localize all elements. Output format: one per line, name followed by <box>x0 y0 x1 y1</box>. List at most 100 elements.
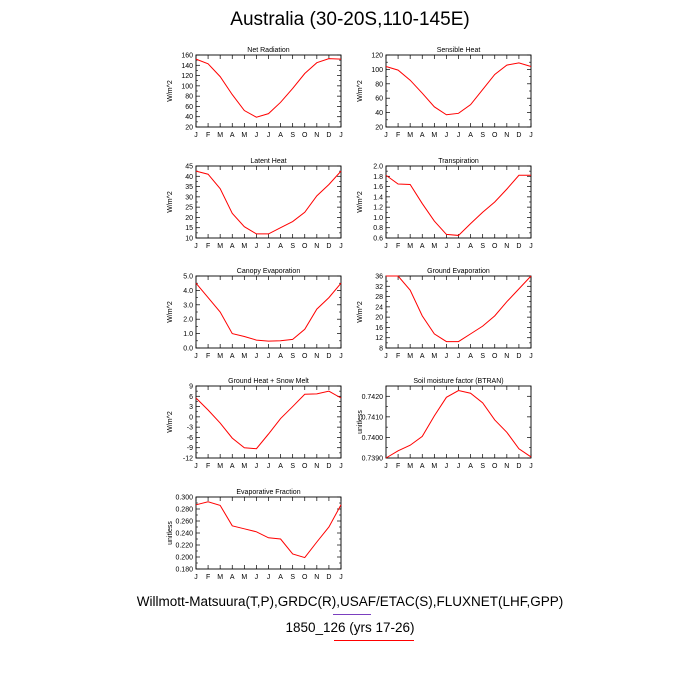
x-tick-label: J <box>255 574 259 581</box>
y-tick-label: 100 <box>181 83 193 90</box>
x-tick-label: J <box>384 243 388 250</box>
plot-frame <box>385 54 532 128</box>
panel-title: Evaporative Fraction <box>236 489 300 496</box>
y-tick-label: 80 <box>375 81 383 88</box>
y-axis-label: W/m^2 <box>357 301 364 323</box>
data-line <box>385 390 532 459</box>
x-tick-label: J <box>194 463 198 470</box>
x-tick-label: M <box>217 353 223 360</box>
y-tick-label: 1.0 <box>373 215 383 222</box>
y-tick-label: 0 <box>189 414 193 421</box>
y-tick-label: 40 <box>185 114 193 121</box>
y-tick-label: 3.0 <box>183 302 193 309</box>
x-tick-label: M <box>217 243 223 250</box>
x-tick-label: N <box>314 243 319 250</box>
panel-title: Latent Heat <box>250 158 286 165</box>
x-tick-label: M <box>241 463 247 470</box>
data-line <box>195 390 342 450</box>
y-tick-label: 36 <box>375 274 383 281</box>
x-tick-label: D <box>326 574 331 581</box>
y-tick-label: 0.300 <box>175 495 193 502</box>
y-axis-label: unitless <box>167 521 174 545</box>
x-tick-label: O <box>302 353 308 360</box>
x-tick-label: A <box>278 574 283 581</box>
x-tick-label: J <box>457 463 461 470</box>
panel-title: Transpiration <box>438 158 479 165</box>
x-tick-label: M <box>407 132 413 139</box>
y-axis-label: unitless <box>357 410 364 434</box>
x-tick-label: F <box>396 132 400 139</box>
x-tick-label: F <box>396 463 400 470</box>
y-tick-label: 80 <box>185 94 193 101</box>
x-tick-label: J <box>267 574 271 581</box>
x-tick-label: D <box>326 132 331 139</box>
x-tick-label: A <box>420 132 425 139</box>
chart-panel-8: Soil moisture factor (BTRAN) unitless 0.73… <box>357 378 533 470</box>
x-tick-label: O <box>302 574 308 581</box>
panel-title: Ground Heat + Snow Melt <box>228 378 309 385</box>
panel-title: Ground Evaporation <box>427 268 490 275</box>
y-tick-label: 28 <box>375 294 383 301</box>
x-tick-label: O <box>492 353 498 360</box>
y-tick-label: -12 <box>183 456 193 463</box>
x-tick-label: A <box>420 353 425 360</box>
panel-title: Sensible Heat <box>437 47 481 54</box>
x-tick-label: J <box>529 353 533 360</box>
y-axis-label: W/m^2 <box>357 191 364 213</box>
y-tick-label: 5.0 <box>183 274 193 281</box>
x-tick-label: A <box>278 463 283 470</box>
y-tick-label: 0.7410 <box>362 414 384 421</box>
case-label: 1850_126 (yrs 17-26) <box>285 620 415 635</box>
x-tick-label: O <box>302 132 308 139</box>
y-tick-label: 0.220 <box>175 543 193 550</box>
x-tick-label: A <box>278 353 283 360</box>
y-tick-label: 10 <box>185 236 193 243</box>
y-axis-label: W/m^2 <box>167 301 174 323</box>
x-tick-label: S <box>290 243 295 250</box>
x-tick-label: O <box>492 132 498 139</box>
x-tick-label: O <box>492 463 498 470</box>
x-tick-label: A <box>420 243 425 250</box>
y-tick-label: 0.7400 <box>362 435 384 442</box>
x-tick-label: O <box>302 243 308 250</box>
x-tick-label: J <box>339 463 343 470</box>
x-tick-label: S <box>480 132 485 139</box>
x-tick-label: M <box>217 463 223 470</box>
y-tick-label: 20 <box>185 125 193 132</box>
x-tick-label: O <box>302 463 308 470</box>
x-tick-label: J <box>445 243 449 250</box>
x-tick-label: J <box>445 353 449 360</box>
x-tick-label: J <box>384 132 388 139</box>
x-tick-label: J <box>267 243 271 250</box>
x-tick-label: S <box>480 353 485 360</box>
y-tick-label: 32 <box>375 284 383 291</box>
x-tick-label: A <box>468 463 473 470</box>
x-tick-label: M <box>241 353 247 360</box>
y-tick-label: 160 <box>181 53 193 60</box>
y-tick-label: 30 <box>185 194 193 201</box>
data-line <box>195 282 342 342</box>
y-tick-label: 2.0 <box>373 164 383 171</box>
y-tick-label: -9 <box>187 445 193 452</box>
x-tick-label: J <box>255 463 259 470</box>
x-tick-label: J <box>445 463 449 470</box>
y-tick-label: 25 <box>185 205 193 212</box>
y-tick-label: 100 <box>371 67 383 74</box>
plot-frame <box>195 496 342 570</box>
x-tick-label: D <box>326 463 331 470</box>
y-tick-label: 20 <box>375 315 383 322</box>
x-tick-label: J <box>529 463 533 470</box>
plot-frame <box>195 385 342 459</box>
x-tick-label: N <box>504 243 509 250</box>
x-tick-label: J <box>267 132 271 139</box>
x-tick-label: A <box>230 574 235 581</box>
y-tick-label: 0.7390 <box>362 456 384 463</box>
panel-title: Net Radiation <box>247 47 290 54</box>
x-tick-label: D <box>516 132 521 139</box>
y-tick-label: 0.6 <box>373 236 383 243</box>
x-tick-label: J <box>194 132 198 139</box>
x-tick-label: J <box>255 353 259 360</box>
y-tick-label: 40 <box>375 110 383 117</box>
